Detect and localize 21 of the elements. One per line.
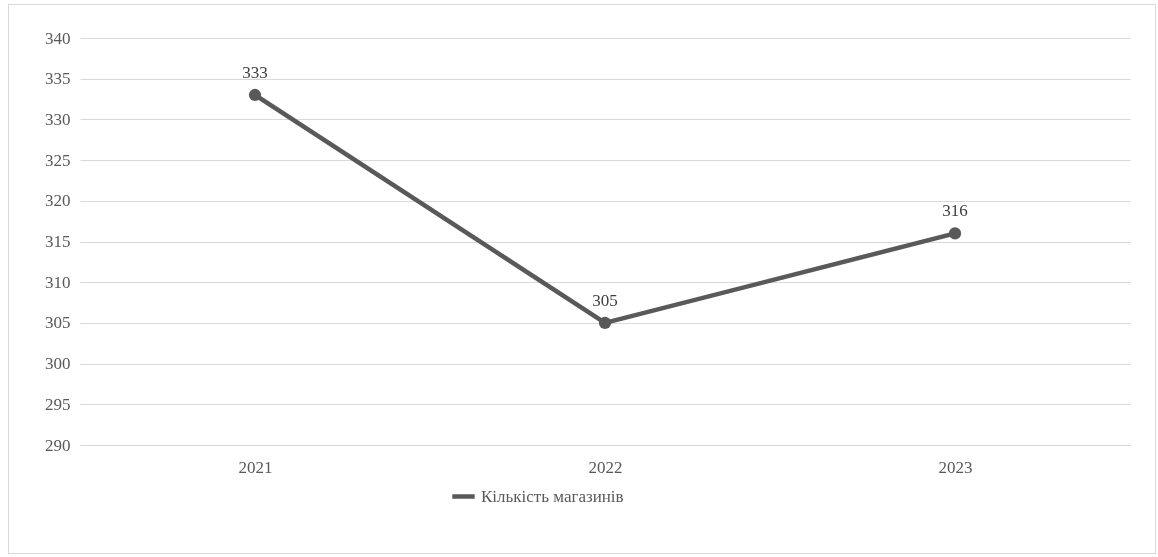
point: [248, 88, 262, 102]
data-label: 316: [942, 201, 968, 221]
data-label: 333: [242, 62, 268, 82]
legend-label: Кількість магазинів: [481, 486, 624, 506]
y-tick-label: 290: [45, 435, 71, 455]
y-tick-label: 325: [45, 150, 71, 170]
point: [948, 227, 962, 240]
y-tick-label: 335: [45, 69, 71, 89]
y-tick-label: 305: [45, 313, 71, 333]
y-tick-label: 330: [45, 109, 71, 129]
y-tick-label: 340: [45, 28, 71, 48]
y-tick-label: 310: [45, 272, 71, 292]
y-tick-label: 295: [45, 394, 71, 414]
y-tick-label: 320: [45, 191, 71, 211]
point: [598, 316, 612, 330]
y-tick-label: 300: [45, 354, 71, 374]
x-tick-label: 2021: [238, 457, 273, 477]
x-tick-label: 2022: [588, 457, 623, 477]
data-label: 305: [592, 290, 618, 310]
x-tick-label: 2023: [938, 457, 973, 477]
y-tick-label: 315: [45, 232, 71, 251]
